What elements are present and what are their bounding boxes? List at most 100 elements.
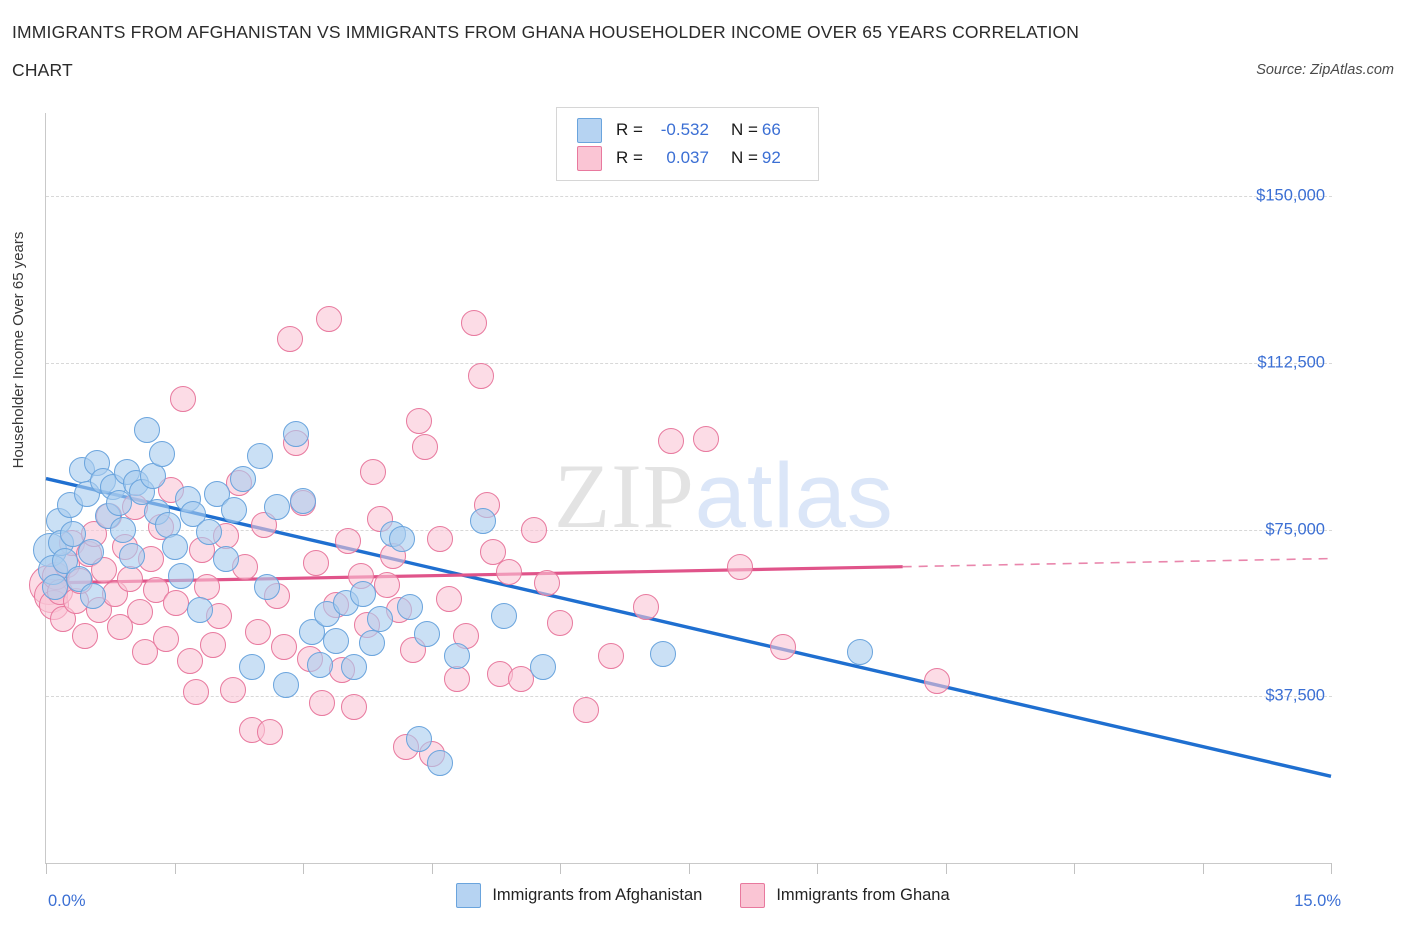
x-axis-max-label: 15.0%	[1294, 892, 1341, 910]
scatter-point	[341, 654, 368, 681]
scatter-point	[170, 385, 197, 412]
trend-line-ghana-dashed	[902, 557, 1332, 568]
scatter-point	[238, 654, 265, 681]
scatter-point	[264, 494, 291, 521]
scatter-point	[373, 572, 400, 599]
y-axis-tick-label: $75,000	[1265, 520, 1325, 539]
scatter-point	[341, 694, 368, 721]
y-axis-tick-label: $37,500	[1265, 686, 1325, 705]
scatter-point	[529, 654, 556, 681]
scatter-point	[290, 487, 316, 514]
scatter-point	[254, 574, 281, 601]
scatter-point	[204, 481, 231, 508]
scatter-point	[649, 641, 676, 668]
scatter-point	[534, 570, 561, 596]
scatter-point	[405, 407, 432, 434]
scatter-point	[277, 325, 304, 352]
scatter-point	[247, 443, 274, 470]
scatter-point	[547, 610, 573, 636]
x-axis-tick	[303, 863, 304, 874]
correlation-stats-box: R = -0.532 N = 66 R = 0.037 N = 92	[556, 107, 819, 181]
scatter-point	[163, 590, 190, 616]
plot-area: ZIPatlas $150,000 $112,500 $75,000 $37,500 …	[29, 113, 1341, 910]
scatter-point	[110, 516, 137, 543]
scatter-point	[118, 543, 145, 570]
scatter-point	[272, 672, 299, 699]
scatter-point	[200, 632, 227, 659]
scatter-point	[302, 550, 329, 576]
scatter-point	[349, 581, 376, 608]
n-label: N =	[730, 120, 758, 139]
correlation-stat-row: R = -0.532 N = 66	[557, 116, 818, 144]
legend-color-swatch	[740, 883, 766, 908]
r-label: R =	[616, 148, 643, 167]
legend-item[interactable]: Immigrants from Ghana	[740, 883, 950, 908]
x-axis-tick	[817, 863, 818, 874]
scatter-point	[367, 605, 394, 632]
scatter-point	[187, 596, 214, 623]
scatter-point	[495, 558, 522, 585]
y-axis-title: Householder Income Over 65 years	[10, 231, 27, 469]
scatter-point	[65, 565, 92, 592]
legend-item[interactable]: Immigrants from Afghanistan	[456, 883, 702, 908]
scatter-point	[116, 565, 143, 592]
scatter-point	[182, 678, 209, 705]
r-label: R =	[616, 120, 643, 139]
x-axis-tick	[431, 863, 433, 874]
scatter-point	[152, 625, 179, 652]
scatter-point	[632, 594, 659, 621]
scatter-point	[411, 434, 438, 461]
scatter-point	[161, 534, 188, 561]
x-axis-tick	[1331, 863, 1332, 874]
series-color-swatch	[577, 117, 602, 143]
scatter-point	[71, 623, 98, 650]
n-value: 92	[761, 148, 781, 167]
x-axis-tick	[1202, 863, 1204, 874]
scatter-point	[283, 421, 310, 448]
scatter-point	[271, 634, 298, 661]
scatter-point	[257, 718, 284, 745]
scatter-point	[245, 618, 272, 645]
scatter-point	[769, 634, 796, 661]
gridline	[46, 529, 1332, 531]
scatter-point	[148, 441, 175, 468]
scatter-point	[469, 507, 496, 534]
source-label: Source: ZipAtlas.com	[1256, 62, 1394, 78]
scatter-point	[307, 652, 334, 679]
legend-color-swatch	[456, 883, 482, 908]
x-axis-tick	[945, 863, 947, 874]
n-value: 66	[761, 120, 781, 139]
scatter-point	[127, 598, 154, 625]
scatter-point	[298, 618, 325, 645]
y-axis-tick-label: $112,500	[1257, 353, 1325, 372]
scatter-point	[168, 563, 195, 590]
scatter-point	[658, 427, 685, 454]
y-axis-tick-label: $150,000	[1256, 186, 1325, 205]
scatter-point	[334, 527, 361, 554]
scatter-point	[923, 667, 950, 694]
scatter-point	[195, 518, 222, 545]
scatter-point	[212, 545, 239, 572]
series-legend: Immigrants from Afghanistan Immigrants fr…	[0, 883, 1406, 908]
scatter-point	[74, 481, 101, 508]
gridline	[46, 196, 1332, 198]
scatter-point	[77, 538, 104, 565]
scatter-point	[521, 516, 548, 543]
legend-label: Immigrants from Afghanistan	[492, 886, 703, 904]
scatter-point	[692, 425, 719, 452]
scatter-point	[230, 465, 257, 492]
chart-title-line-2: CHART	[12, 60, 73, 80]
scatter-point	[405, 725, 432, 752]
scatter-point	[154, 512, 181, 539]
scatter-point	[444, 643, 471, 670]
scatter-point	[427, 525, 454, 552]
scatter-point	[598, 643, 625, 670]
gridline	[46, 696, 1332, 698]
scatter-point	[134, 416, 161, 443]
x-axis-tick	[560, 863, 561, 874]
scatter-point	[60, 521, 87, 548]
scatter-point	[461, 310, 488, 336]
scatter-point	[444, 665, 471, 692]
x-axis-tick	[174, 863, 176, 874]
